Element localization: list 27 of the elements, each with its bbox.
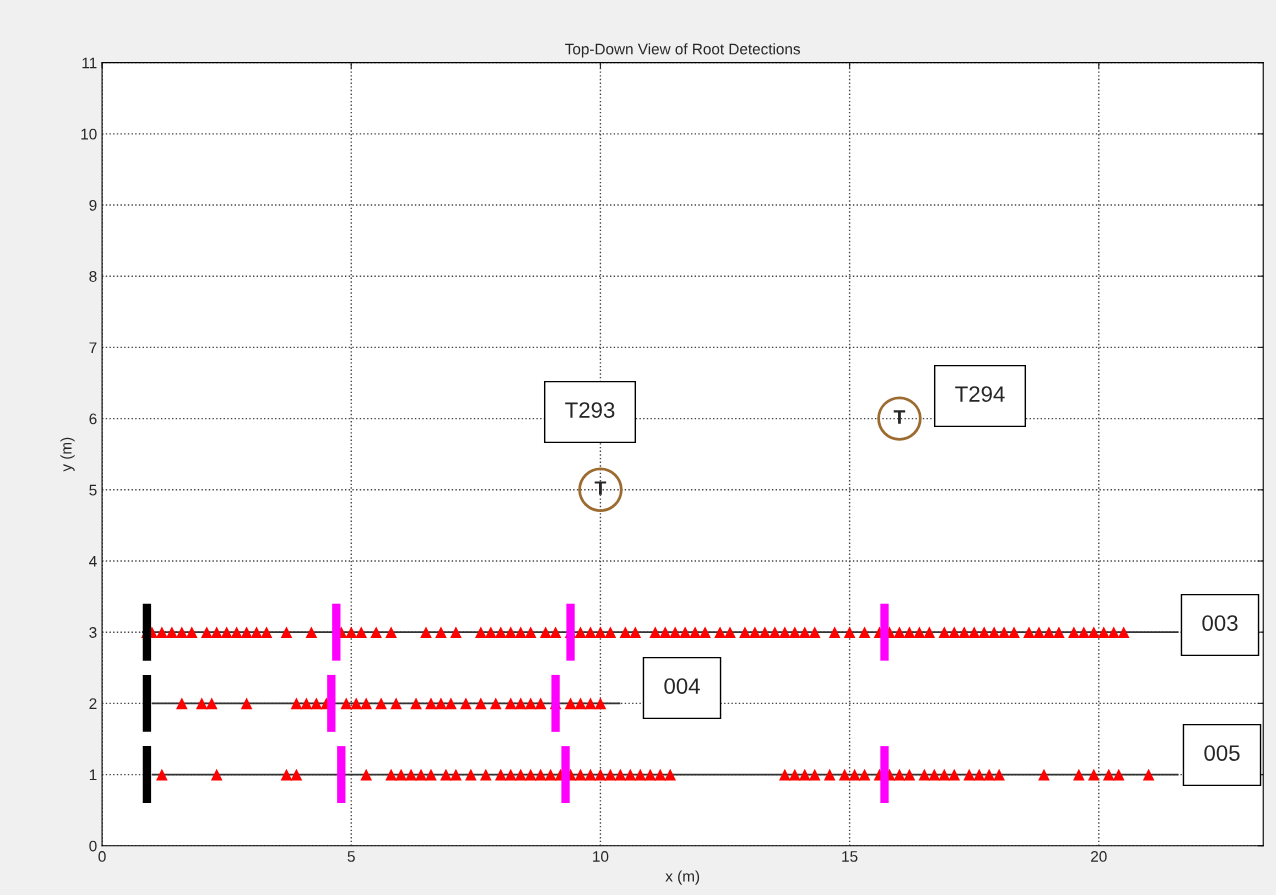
x-tick-label: 20 <box>1091 851 1107 862</box>
y-tick-label: 1 <box>89 769 97 781</box>
annotation: 004 <box>664 678 700 694</box>
x-tick-label: 10 <box>593 851 609 862</box>
y-tick-label: 11 <box>82 57 97 69</box>
annotation: T <box>893 410 906 424</box>
y-tick-label: 6 <box>89 413 97 425</box>
x-tick-label: 0 <box>98 851 106 862</box>
y-tick-label: 4 <box>89 556 97 567</box>
annotation: T <box>594 481 607 495</box>
y-tick-label: 10 <box>81 128 97 140</box>
chart-title: Top-Down View of Root Detections <box>565 43 801 58</box>
y-tick-label: 9 <box>89 199 97 211</box>
x-tick-label: 15 <box>842 851 858 862</box>
annotation: 005 <box>1204 745 1240 761</box>
x-axis-title: x (m) <box>665 870 700 885</box>
y-axis-title: y (m) <box>60 437 75 472</box>
annotation: 003 <box>1202 615 1238 631</box>
y-tick-label: 8 <box>89 271 97 282</box>
y-tick-label: 0 <box>89 840 97 852</box>
y-tick-label: 2 <box>89 698 97 709</box>
y-tick-label: 3 <box>89 627 97 638</box>
annotation: T294 <box>955 386 1005 402</box>
y-tick-label: 7 <box>89 342 97 353</box>
annotation: T293 <box>565 402 615 418</box>
x-tick-label: 5 <box>347 851 355 862</box>
y-tick-label: 5 <box>89 484 97 496</box>
